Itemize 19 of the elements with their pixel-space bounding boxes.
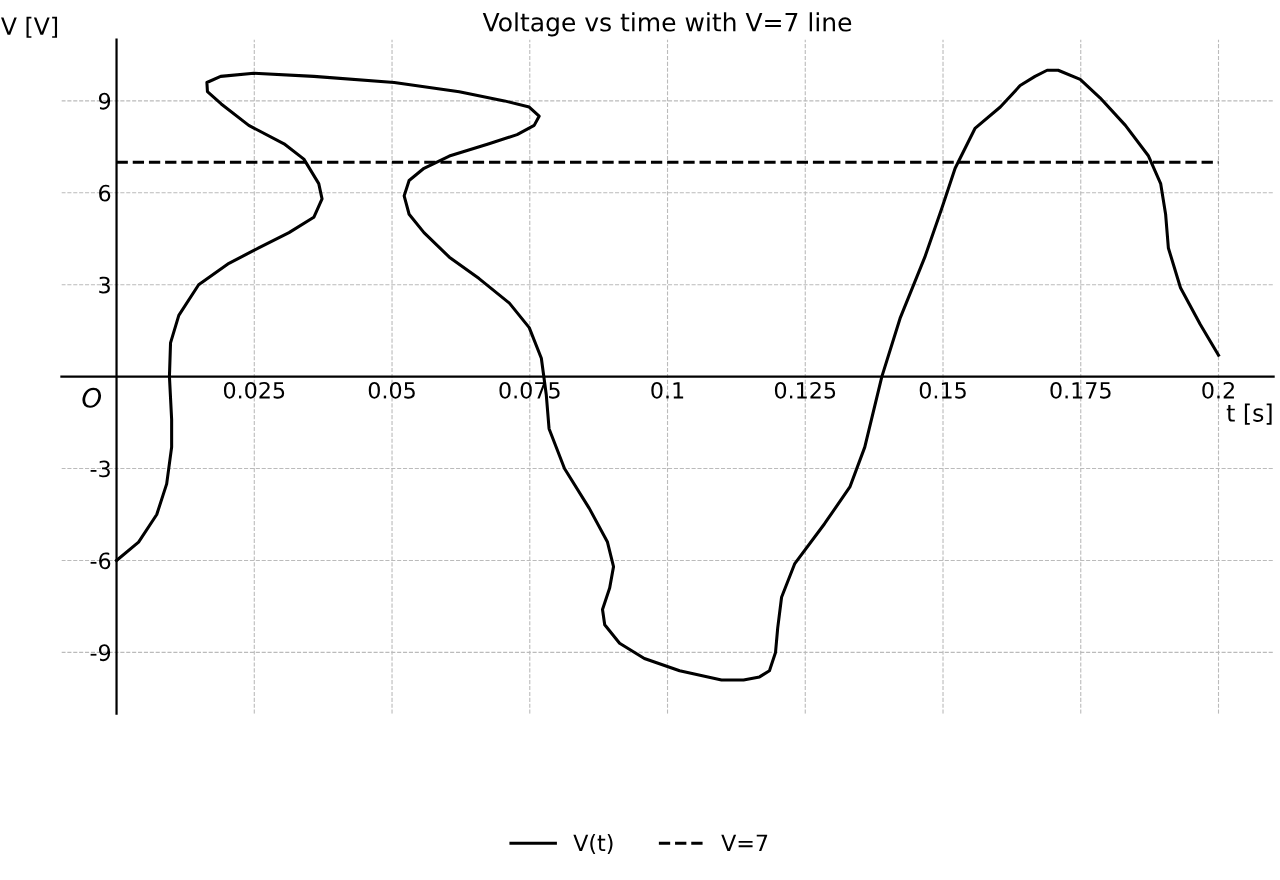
y-tick-label: 9 <box>98 92 111 110</box>
x-tick-label: 0.1 <box>651 381 684 399</box>
y-axis-title: V [V] <box>1 16 58 38</box>
legend-label: V(t) <box>573 834 613 854</box>
y-tick-label: 3 <box>99 276 110 294</box>
annotation: O <box>82 387 102 408</box>
x-tick-label: 0.2 <box>1202 381 1234 399</box>
x-tick-label: 0.175 <box>1050 381 1111 399</box>
x-tick-label: 0.05 <box>368 381 415 399</box>
x-tick-label: 0.15 <box>919 381 966 399</box>
chart-title: Voltage vs time with V=7 line <box>482 12 852 37</box>
x-axis-title: t [s] <box>1226 403 1272 425</box>
y-tick-label: -9 <box>90 644 111 662</box>
x-tick-label: 0.125 <box>774 381 836 399</box>
y-tick-label: 6 <box>99 184 111 202</box>
y-tick-label: -3 <box>90 460 110 478</box>
legend-label: V=7 <box>721 834 768 851</box>
y-tick-label: -6 <box>90 552 111 570</box>
x-tick-label: 0.025 <box>223 381 285 399</box>
